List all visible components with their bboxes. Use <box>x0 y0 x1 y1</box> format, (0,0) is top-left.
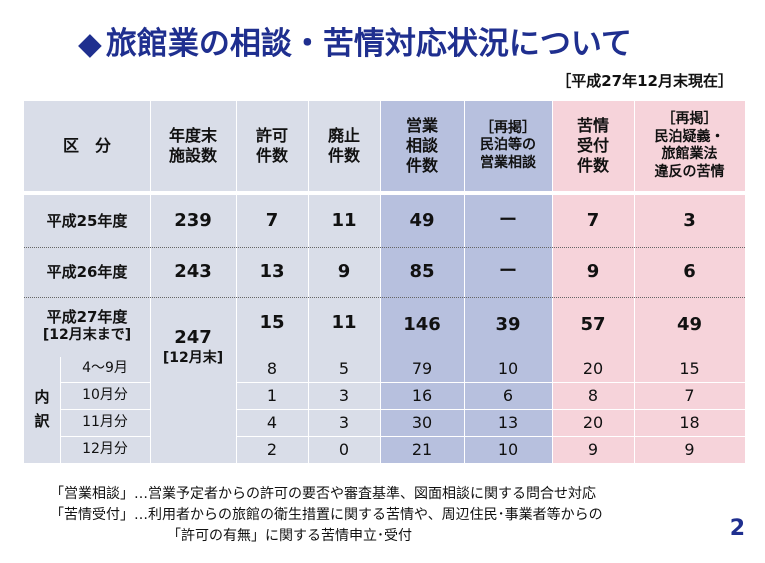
cell-closures: 3 <box>338 386 350 405</box>
bg-blue <box>380 101 552 463</box>
cell-closures: 9 <box>337 260 351 282</box>
cell-permits: 13 <box>259 260 285 282</box>
row-label: 平成25年度 <box>46 211 128 230</box>
bg-gray <box>24 101 380 463</box>
statistics-table: 区 分 年度末 施設数 許可 件数 廃止 件数 営業 相談 件数 ［再掲］ 民泊等の 営業相談… <box>24 101 745 463</box>
cell-minpaku: 6 <box>502 386 514 405</box>
cell-minpaku-complaints: 9 <box>684 440 695 459</box>
cell-business: 30 <box>411 413 433 432</box>
cell-minpaku-complaints: 6 <box>683 260 696 282</box>
cell-facilities: 239 <box>174 209 212 231</box>
cell-business: 146 <box>403 313 441 335</box>
cell-minpaku-complaints: 18 <box>679 413 700 432</box>
cell-permits: 2 <box>266 440 278 459</box>
row-label: 平成26年度 <box>46 262 128 281</box>
breakdown-row-label: 11月分 <box>82 414 128 431</box>
cell-complaints: 8 <box>587 386 599 405</box>
cell-closures: 5 <box>338 359 350 378</box>
cell-facilities: 247 <box>174 326 212 348</box>
page-number: 2 <box>729 516 745 541</box>
page-title: ◆ 旅館業の相談・苦情対応状況について <box>78 18 632 63</box>
cell-complaints: 9 <box>587 440 599 459</box>
cell-minpaku: ー <box>499 260 517 282</box>
footnote: 「許可の有無」に関する苦情申立･受付 <box>167 528 412 544</box>
cell-minpaku: 13 <box>497 413 519 432</box>
cell-complaints: 7 <box>586 209 600 231</box>
header-category: 区 分 <box>62 136 111 155</box>
cell-closures: 3 <box>338 413 350 432</box>
cell-minpaku: 39 <box>495 313 521 335</box>
header-business-consult: 営業 相談 件数 <box>405 116 438 175</box>
cell-permits: 8 <box>266 359 278 378</box>
cell-business: 85 <box>409 260 435 282</box>
cell-permits: 15 <box>259 311 285 333</box>
facilities-note: [12月末] <box>162 350 224 367</box>
header-closures: 廃止 件数 <box>327 126 360 165</box>
breakdown-row-label: 12月分 <box>82 441 128 458</box>
cell-permits: 4 <box>266 413 278 432</box>
header-minpaku-consult: ［再掲］ 民泊等の 営業相談 <box>480 119 536 171</box>
cell-facilities: 243 <box>174 260 212 282</box>
footnote: 「苦情受付」…利用者からの旅館の衛生措置に関する苦情や、周辺住民･事業者等からの <box>50 507 603 523</box>
header-facilities: 年度末 施設数 <box>168 126 217 165</box>
cell-minpaku-complaints: 49 <box>676 313 703 335</box>
bg-pink <box>552 101 745 463</box>
cell-complaints: 57 <box>580 313 606 335</box>
cell-complaints: 20 <box>582 359 604 378</box>
cell-closures: 0 <box>338 440 350 459</box>
cell-permits: 7 <box>265 209 279 231</box>
page-title-text: 旅館業の相談・苦情対応状況について <box>105 26 632 62</box>
cell-complaints: 20 <box>582 413 604 432</box>
footnotes: 「営業相談」…営業予定者からの許可の要否や審査基準、図面相談に関する問合せ対応 … <box>50 484 603 547</box>
cell-complaints: 9 <box>586 260 600 282</box>
breakdown-row-label: 4～9月 <box>82 360 128 377</box>
cell-business: 79 <box>411 359 433 378</box>
cell-minpaku-complaints: 7 <box>684 386 695 405</box>
cell-minpaku: ー <box>499 209 517 231</box>
row-label: 平成27年度 [12月末まで] <box>42 307 132 343</box>
cell-permits: 1 <box>266 386 278 405</box>
cell-business: 49 <box>409 209 435 231</box>
header-complaints: 苦情 受付 件数 <box>576 116 609 175</box>
as-of-date: ［平成27年12月末現在］ <box>556 72 733 90</box>
cell-minpaku: 10 <box>497 359 519 378</box>
cell-business: 16 <box>411 386 433 405</box>
cell-business: 21 <box>411 440 433 459</box>
footnote: 「営業相談」…営業予定者からの許可の要否や審査基準、図面相談に関する問合せ対応 <box>50 486 596 502</box>
cell-closures: 11 <box>331 311 357 333</box>
header-permits: 許可 件数 <box>255 126 288 165</box>
cell-minpaku: 10 <box>497 440 519 459</box>
header-minpaku-complaints: ［再掲］ 民泊疑義・ 旅館業法 違反の苦情 <box>654 111 725 180</box>
breakdown-label: 内訳 <box>34 388 50 430</box>
cell-minpaku-complaints: 3 <box>683 209 696 231</box>
diamond-icon: ◆ <box>78 26 102 62</box>
breakdown-row-label: 10月分 <box>82 387 128 404</box>
cell-closures: 11 <box>331 209 357 231</box>
cell-minpaku-complaints: 15 <box>679 359 700 378</box>
